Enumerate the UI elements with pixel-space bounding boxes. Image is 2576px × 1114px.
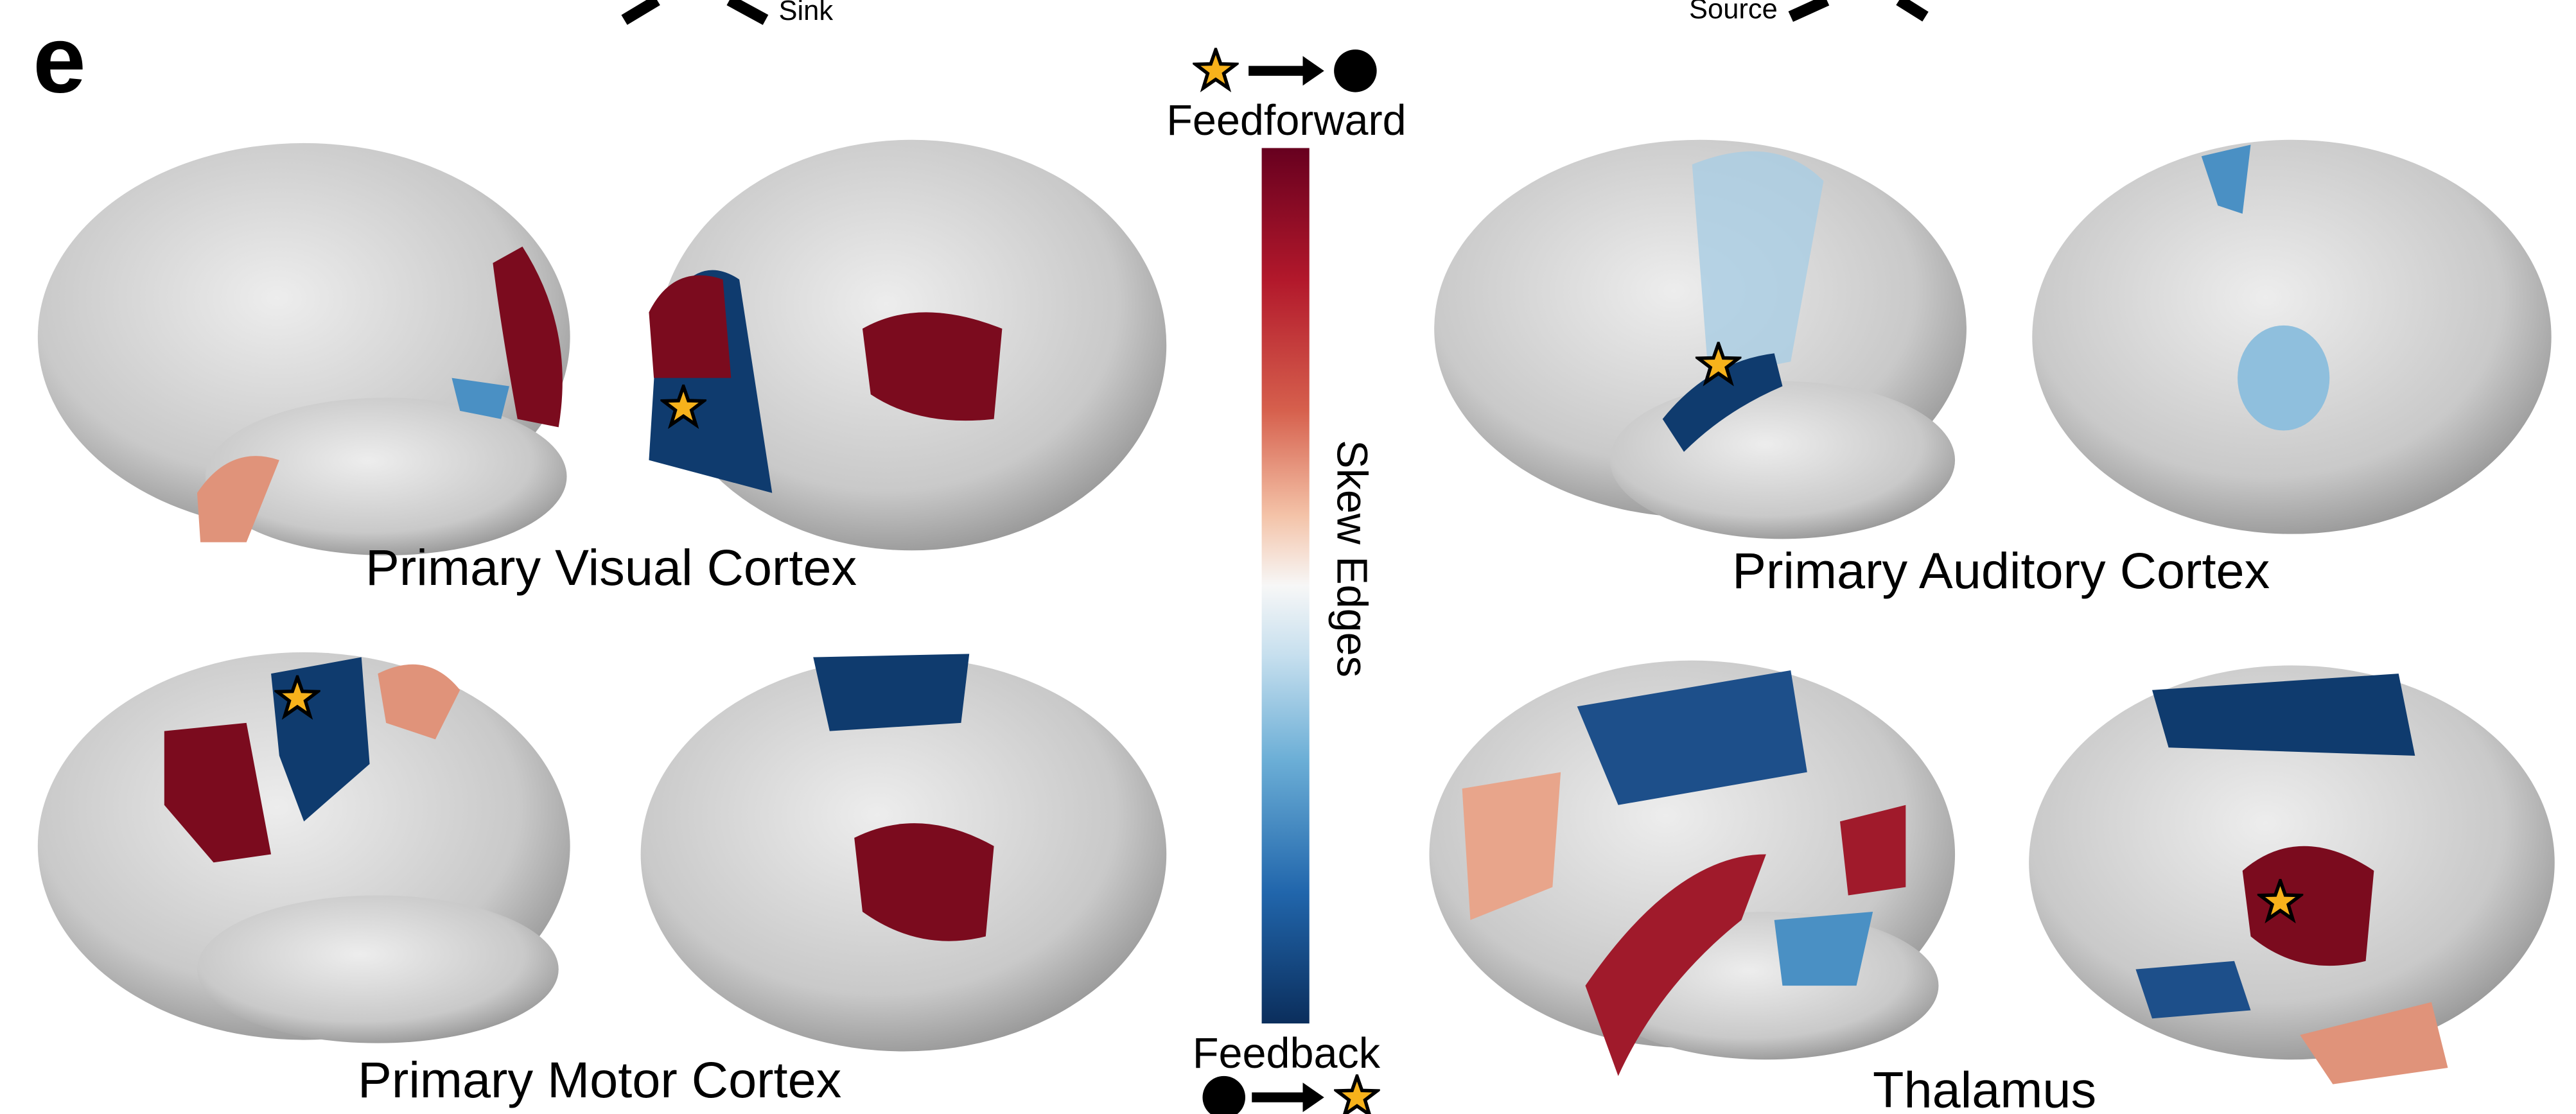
thalamus (2238, 326, 2329, 431)
panel-title: Thalamus (1873, 1061, 2096, 1114)
feedforward-label: Feedforward (1166, 97, 1406, 144)
colorbar (1262, 148, 1310, 1023)
temporal-lobe (1610, 381, 1955, 539)
panel-title: Primary Motor Cortex (358, 1051, 841, 1108)
panel-label: e (33, 7, 86, 113)
brain-medial (2032, 140, 2551, 534)
region (1774, 912, 1873, 986)
brain-lateral (1429, 661, 1955, 1076)
sink-label: Sink (779, 0, 834, 26)
arrow (624, 0, 766, 20)
feedback-label: Feedback (1193, 1030, 1381, 1077)
arrowhead (1303, 56, 1324, 85)
page-body: {"panel_label": "e", "top_labels": {"sin… (0, 0, 2576, 1114)
region (649, 275, 731, 378)
figure: e Sink Source Feedforward Skew Edges Fee… (0, 0, 2576, 1114)
brain-medial (2029, 665, 2555, 1084)
panel-title: Primary Visual Cortex (365, 539, 857, 596)
arrowhead (1303, 1083, 1324, 1112)
temporal-lobe (197, 895, 559, 1043)
brain-lateral (38, 652, 570, 1043)
arrow (1791, 0, 1925, 17)
source-label: Source (1689, 0, 1778, 24)
brain-lateral (38, 143, 570, 555)
star-icon (1196, 49, 1236, 88)
region (813, 654, 969, 731)
circle-icon (1202, 1076, 1245, 1114)
brain-lateral (1434, 140, 1967, 539)
colorbar-label: Skew Edges (1327, 440, 1375, 677)
circle-icon (1334, 49, 1377, 92)
brain-medial (641, 654, 1167, 1051)
page: Skew Edges figure html, body { margin: 0… (0, 0, 2576, 1114)
star-icon (1337, 1076, 1378, 1114)
panel-title: Primary Auditory Cortex (1732, 542, 2270, 599)
brain-medial (649, 140, 1166, 551)
region (2135, 961, 2250, 1019)
